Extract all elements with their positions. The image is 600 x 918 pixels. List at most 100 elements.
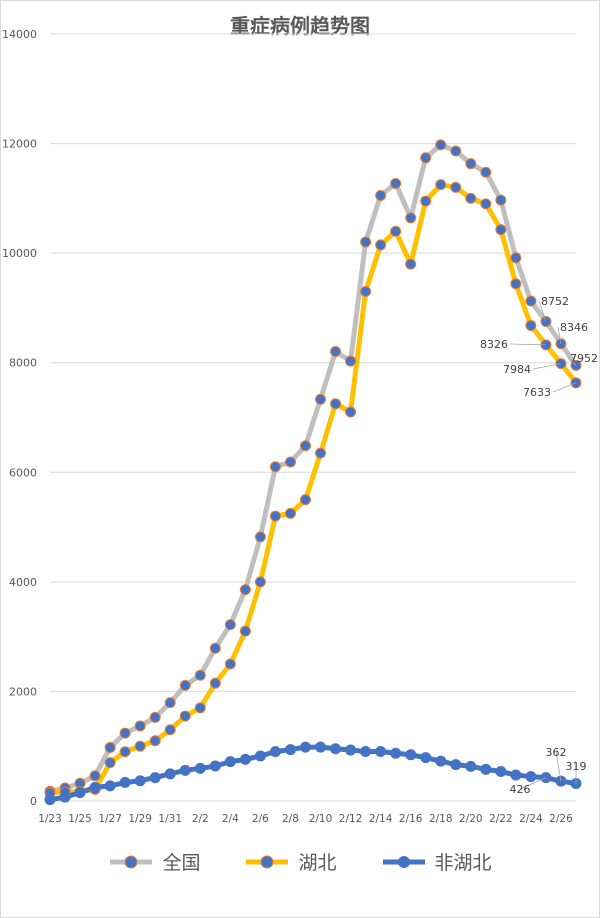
data-point-hubei [164, 724, 176, 736]
data-point-national [149, 711, 161, 723]
x-tick-label: 2/14 [369, 813, 393, 825]
legend-swatch-national [110, 855, 153, 868]
data-label-national: 8346 [560, 321, 588, 334]
data-point-national [495, 194, 507, 206]
data-point-hubei [495, 224, 507, 236]
data-point-national [104, 742, 116, 754]
data-point-non-hubei [164, 768, 176, 780]
data-point-non-hubei [254, 750, 266, 762]
data-point-hubei [465, 192, 477, 204]
data-point-national [360, 236, 372, 248]
data-point-hubei [390, 225, 402, 237]
leader-line [519, 777, 547, 790]
x-tick-label: 1/25 [68, 813, 92, 825]
x-tick-label: 2/6 [252, 813, 269, 825]
data-point-hubei [194, 702, 206, 714]
y-tick-label: 14000 [2, 28, 37, 41]
data-point-hubei [149, 735, 161, 747]
data-point-national [209, 642, 221, 654]
data-point-national [510, 252, 522, 264]
leader-line [557, 326, 562, 344]
data-point-non-hubei [74, 787, 86, 799]
data-point-hubei [510, 278, 522, 290]
data-point-national [269, 461, 281, 473]
data-point-non-hubei [525, 771, 537, 783]
data-point-national [450, 145, 462, 157]
series-line-hubei [47, 182, 579, 796]
data-point-non-hubei [119, 776, 131, 788]
legend-item-non-hubei[interactable]: 非湖北 [381, 848, 492, 875]
data-point-national [525, 295, 537, 307]
data-point-national [435, 139, 447, 151]
x-tick-label: 2/22 [489, 813, 513, 825]
data-label-national: 7952 [570, 352, 598, 365]
legend-item-hubei[interactable]: 湖北 [244, 848, 337, 875]
data-point-national [89, 770, 101, 782]
leader-line [509, 343, 546, 346]
x-tick-label: 2/10 [309, 813, 333, 825]
x-tick-label: 1/23 [38, 813, 62, 825]
data-point-non-hubei [315, 741, 327, 753]
data-point-national [299, 440, 311, 452]
data-point-non-hubei [284, 744, 296, 756]
data-label-non-hubei: 426 [510, 783, 531, 796]
data-point-hubei [134, 740, 146, 752]
x-tick-label: 1/29 [128, 813, 152, 825]
y-tick-label: 0 [30, 795, 37, 808]
data-point-non-hubei [405, 749, 417, 761]
legend-item-national[interactable]: 全国 [108, 848, 200, 875]
legend-label-non-hubei: 非湖北 [434, 852, 492, 874]
leader-line [567, 357, 577, 366]
data-point-non-hubei [194, 762, 206, 774]
x-tick-label: 2/12 [339, 813, 363, 825]
x-tick-label: 2/26 [549, 813, 573, 825]
data-point-national [224, 619, 236, 631]
y-tick-label: 4000 [9, 576, 37, 589]
data-point-hubei [360, 285, 372, 297]
data-point-national [134, 720, 146, 732]
x-tick-label: 2/24 [519, 813, 543, 825]
data-point-non-hubei [375, 746, 387, 758]
data-point-national [465, 158, 477, 170]
data-point-hubei [284, 507, 296, 519]
data-point-non-hubei [134, 775, 146, 787]
data-point-non-hubei [465, 760, 477, 772]
data-label-hubei: 7984 [503, 363, 531, 376]
data-point-hubei [239, 625, 251, 637]
x-tick-label: 2/4 [222, 813, 239, 825]
data-point-national [480, 166, 492, 178]
legend-label-hubei: 湖北 [298, 852, 337, 874]
data-label-hubei: 7633 [523, 386, 551, 399]
legend: 全国 湖北 非湖北 [0, 848, 600, 875]
data-point-hubei [224, 658, 236, 670]
data-point-hubei [345, 406, 357, 418]
data-point-hubei [435, 179, 447, 191]
data-point-hubei [375, 239, 387, 251]
data-point-non-hubei [104, 780, 116, 792]
data-point-non-hubei [209, 760, 221, 772]
data-point-non-hubei [224, 756, 236, 768]
data-point-non-hubei [390, 747, 402, 759]
x-tick-label: 2/16 [399, 813, 423, 825]
x-tick-label: 2/8 [282, 813, 299, 825]
data-point-national [420, 152, 432, 164]
data-point-non-hubei [495, 766, 507, 778]
data-point-non-hubei [450, 759, 462, 771]
data-point-non-hubei [345, 744, 357, 756]
data-point-non-hubei [239, 753, 251, 765]
data-point-non-hubei [480, 763, 492, 775]
legend-swatch-non-hubei [382, 855, 425, 868]
data-point-hubei [254, 576, 266, 588]
data-point-hubei [480, 198, 492, 210]
data-point-hubei [209, 677, 221, 689]
data-point-national [254, 531, 266, 543]
x-tick-label: 2/2 [192, 813, 209, 825]
data-point-non-hubei [360, 745, 372, 757]
data-point-national [375, 189, 387, 201]
data-point-hubei [104, 757, 116, 769]
y-tick-label: 6000 [9, 466, 37, 479]
y-tick-label: 2000 [9, 685, 37, 698]
data-point-national [179, 679, 191, 691]
series-line-national [47, 142, 579, 794]
